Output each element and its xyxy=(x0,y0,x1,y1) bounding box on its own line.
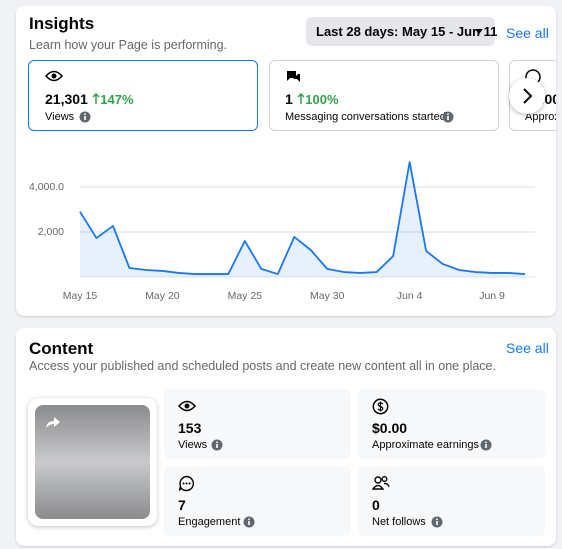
date-range-button[interactable]: Last 28 days: May 15 - Jun 11 xyxy=(306,17,498,46)
date-range: Last 28 days: May 15 - Jun 11 xyxy=(316,24,498,39)
people-icon xyxy=(372,476,390,490)
metric-card[interactable]: 21,301 147% Views xyxy=(28,60,258,131)
x-tick-label: Jun 4 xyxy=(397,290,423,302)
stat-label: Engagement xyxy=(178,516,241,528)
content-title: Content xyxy=(29,339,94,358)
x-tick-label: May 15 xyxy=(63,290,98,302)
y-tick-label: 2,000 xyxy=(38,226,64,238)
stat-value: $0.00 xyxy=(372,420,408,436)
comment-icon xyxy=(178,475,195,492)
info-icon[interactable] xyxy=(442,111,454,123)
up-arrow xyxy=(297,92,305,104)
views-chart: 4,000.0 2,000 May 15 May 20 May 25 May 30 Jun … xyxy=(29,161,535,302)
x-tick-label: May 30 xyxy=(310,290,345,302)
stat-value: 0 xyxy=(372,497,380,513)
insights-subtitle: Learn how your Page is performing. xyxy=(29,38,228,52)
info-icon[interactable] xyxy=(480,439,492,451)
see-all-link[interactable]: See all xyxy=(506,340,549,356)
metric-change: 100% xyxy=(305,92,339,107)
eye-icon xyxy=(178,400,196,412)
content-card: Content See all Access your published an… xyxy=(16,328,556,546)
stat-tile: 153 Views xyxy=(164,389,351,459)
x-tick-label: May 20 xyxy=(145,290,180,302)
content-subtitle: Access your published and scheduled post… xyxy=(29,359,496,373)
metric-label: Views xyxy=(45,111,75,123)
insights-title: Insights xyxy=(29,14,95,33)
thumbnail-image xyxy=(35,405,150,519)
metric-value: 1 xyxy=(285,91,293,107)
info-icon[interactable] xyxy=(79,111,91,123)
stat-tile: 0 Net follows xyxy=(358,466,545,536)
dollar-icon xyxy=(372,398,389,415)
stat-label: Net follows xyxy=(372,516,426,528)
y-tick-label: 4,000.0 xyxy=(29,181,64,193)
metric-label: Approximate earnings xyxy=(525,111,556,123)
caret-icon xyxy=(475,29,483,34)
chevron-icon xyxy=(523,88,533,104)
info-icon[interactable] xyxy=(431,516,443,528)
stat-tile: 7 Engagement xyxy=(164,466,351,536)
line xyxy=(79,161,526,275)
stat-label: Approximate earnings xyxy=(372,439,480,451)
post-thumbnail[interactable] xyxy=(28,398,157,526)
x-tick-label: May 25 xyxy=(228,290,263,302)
stat-value: 7 xyxy=(178,497,186,513)
next-button[interactable] xyxy=(509,78,545,114)
up-arrow xyxy=(92,92,100,104)
share-icon xyxy=(46,417,60,428)
metric-label: Messaging conversations started xyxy=(285,111,446,123)
chat-icon xyxy=(287,71,300,82)
area xyxy=(80,162,525,277)
stat-tile: $0.00 Approximate earnings xyxy=(358,389,545,459)
stat-value: 153 xyxy=(178,420,202,436)
metric-value: 21,301 xyxy=(45,91,88,107)
metric-change: 147% xyxy=(100,92,134,107)
x-tick-label: Jun 9 xyxy=(479,290,505,302)
info-icon[interactable] xyxy=(211,439,223,451)
insights-card: Insights Learn how your Page is performi… xyxy=(16,6,556,316)
see-all-link[interactable]: See all xyxy=(506,25,549,41)
info-icon[interactable] xyxy=(243,516,255,528)
eye-icon xyxy=(45,70,63,82)
stat-label: Views xyxy=(178,439,208,451)
metric-card[interactable]: 1 100% Messaging conversations started xyxy=(269,60,499,131)
